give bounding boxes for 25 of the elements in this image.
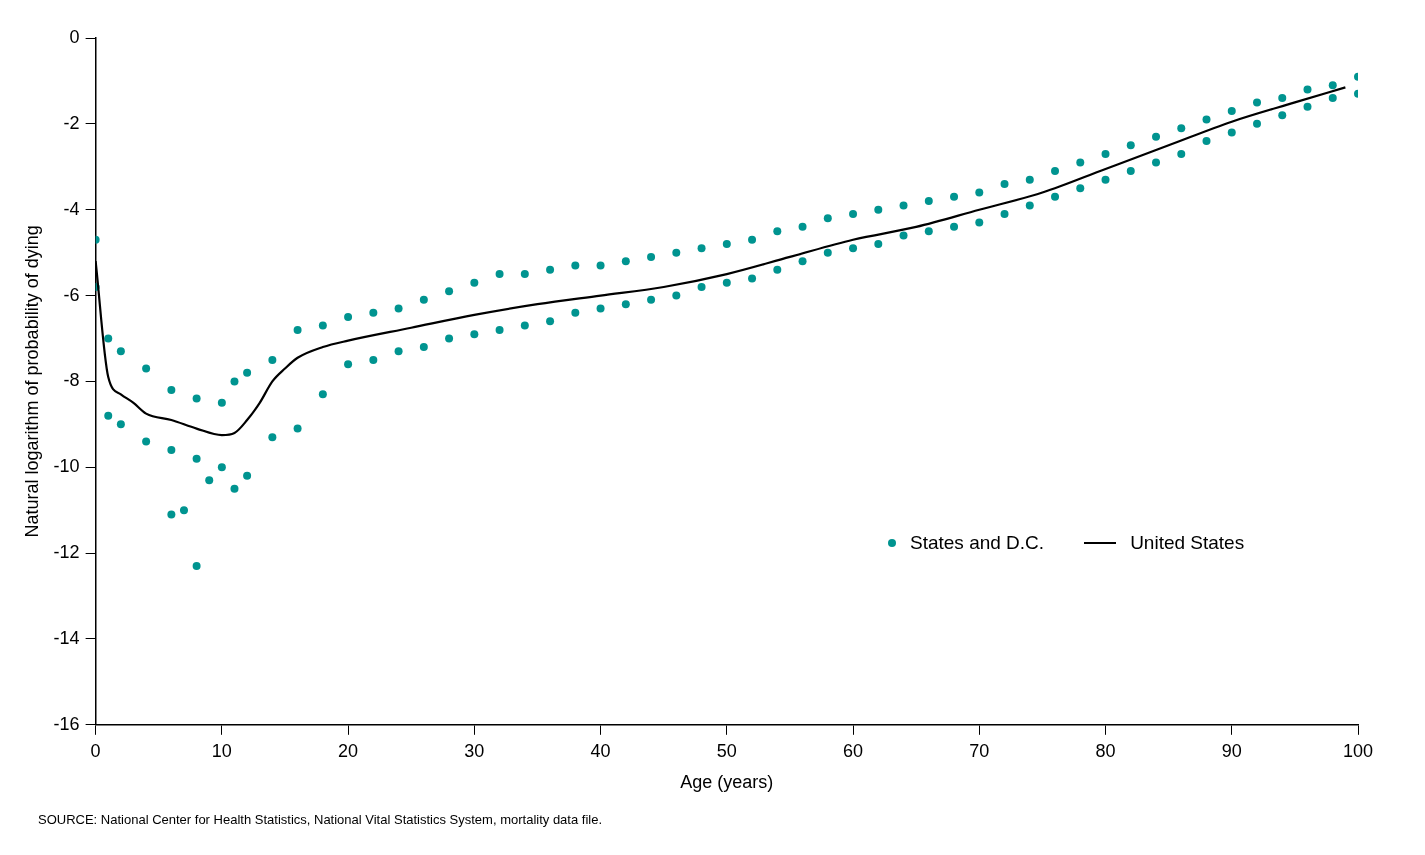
legend-label: States and D.C. <box>910 532 1045 555</box>
y-axis-title: Natural logarithm of probability of dying <box>21 225 42 538</box>
y-tick-label: -6 <box>63 284 80 305</box>
x-tick-label: 40 <box>590 740 611 761</box>
y-tick-label: -2 <box>63 112 80 133</box>
x-tick-label: 70 <box>969 740 990 761</box>
legend-label: United States <box>1130 532 1245 555</box>
y-tick-label: -8 <box>63 370 80 391</box>
y-tick-label: -16 <box>53 713 80 734</box>
x-tick-label: 80 <box>1095 740 1116 761</box>
x-tick-label: 10 <box>211 740 232 761</box>
x-tick-label: 50 <box>716 740 737 761</box>
x-tick-label: 90 <box>1221 740 1242 761</box>
y-tick-label: -14 <box>53 627 80 648</box>
x-tick-label: 100 <box>1342 740 1374 761</box>
x-tick-label: 20 <box>338 740 359 761</box>
y-tick-label: -12 <box>53 542 80 563</box>
x-tick-label: 60 <box>843 740 864 761</box>
x-tick-label: 30 <box>464 740 485 761</box>
x-tick-label: 0 <box>90 740 101 761</box>
y-tick-label: -10 <box>53 456 80 477</box>
x-axis-title: Age (years) <box>680 772 774 793</box>
y-tick-label: 0 <box>69 26 80 47</box>
y-tick-label: -4 <box>63 198 80 219</box>
source-note: SOURCE: National Center for Health Statistics, National Vital Statistics System, mortality data file. <box>38 812 604 827</box>
